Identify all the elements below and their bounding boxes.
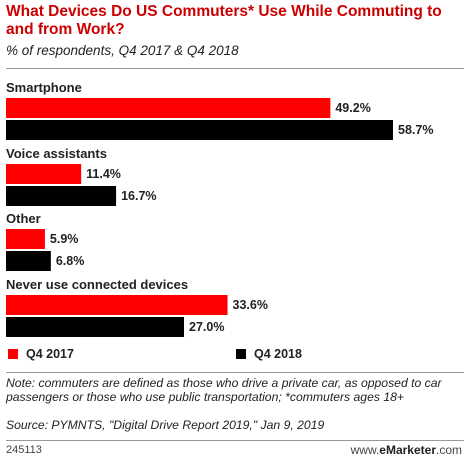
legend-swatch-q4-2017 — [8, 349, 18, 359]
data-label-q4-2017-voice-assistants: 11.4% — [86, 167, 121, 181]
legend-item-q4-2018: Q4 2018 — [236, 347, 302, 361]
legend-divider — [6, 372, 464, 373]
category-label-smartphone: Smartphone — [6, 80, 82, 95]
bar-q4-2018-never-use-connected-devices — [6, 317, 185, 337]
legend-label-q4-2018: Q4 2018 — [254, 347, 302, 361]
legend-swatch-q4-2018 — [236, 349, 246, 359]
bar-q4-2017-never-use-connected-devices — [6, 295, 228, 315]
chart-title: What Devices Do US Commuters* Use While … — [6, 3, 442, 38]
chart-subtitle: % of respondents, Q4 2017 & Q4 2018 — [6, 43, 239, 58]
data-label-q4-2017-never-use-connected-devices: 33.6% — [233, 298, 268, 312]
bar-chart: Smartphone 49.2% 58.7% Voice assistants 11.4… — [6, 80, 433, 337]
chart-id: 245113 — [6, 444, 42, 456]
brand-name: eMarketer — [379, 443, 436, 457]
category-label-other: Other — [6, 211, 41, 226]
chart-source: Source: PYMNTS, "Digital Drive Report 20… — [6, 418, 325, 432]
category-label-never-use-connected-devices: Never use connected devices — [6, 277, 188, 292]
brand-prefix: www. — [350, 443, 380, 457]
bottom-divider — [6, 440, 464, 441]
data-label-q4-2018-smartphone: 58.7% — [398, 123, 433, 137]
bar-q4-2018-voice-assistants — [6, 186, 117, 206]
data-label-q4-2017-smartphone: 49.2% — [335, 101, 370, 115]
brand-link[interactable]: www.eMarketer.com — [351, 443, 462, 457]
bar-q4-2017-voice-assistants — [6, 164, 82, 184]
bar-q4-2017-other — [6, 229, 45, 249]
brand-suffix: .com — [435, 443, 462, 457]
bar-q4-2018-other — [6, 251, 51, 271]
data-label-q4-2018-never-use-connected-devices: 27.0% — [189, 320, 224, 334]
bar-q4-2017-smartphone — [6, 98, 331, 118]
data-label-q4-2017-other: 5.9% — [50, 232, 78, 246]
chart-note: Note: commuters are defined as those who… — [6, 376, 442, 404]
bar-q4-2018-smartphone — [6, 120, 393, 140]
legend-label-q4-2017: Q4 2017 — [26, 347, 74, 361]
data-label-q4-2018-other: 6.8% — [56, 254, 85, 268]
top-divider — [6, 68, 464, 69]
legend-item-q4-2017: Q4 2017 — [8, 347, 74, 361]
data-label-q4-2018-voice-assistants: 16.7% — [121, 189, 156, 203]
category-label-voice-assistants: Voice assistants — [6, 146, 107, 161]
